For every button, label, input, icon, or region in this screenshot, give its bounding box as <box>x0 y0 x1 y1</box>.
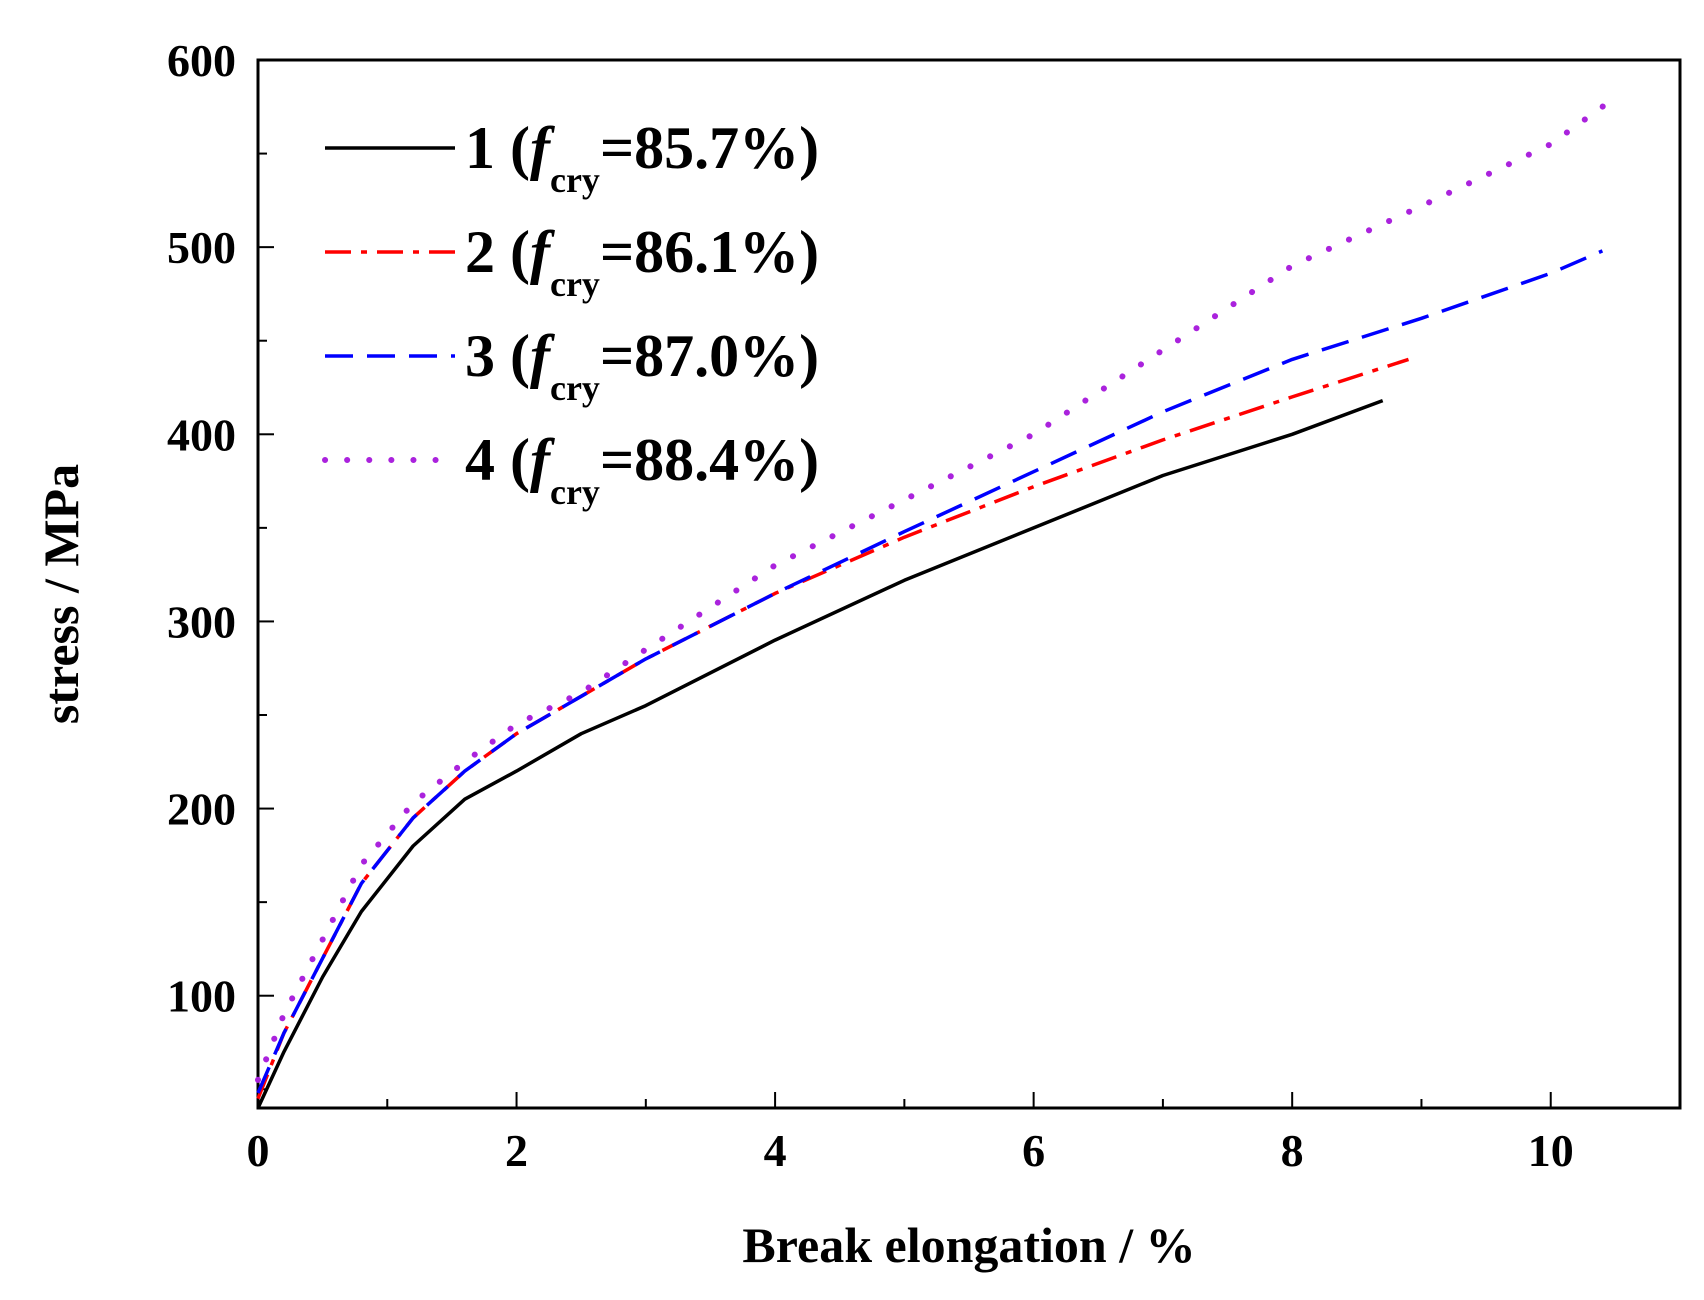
legend-label-subscript: cry <box>550 368 600 408</box>
legend-label-suffix: =87.0%) <box>600 323 819 389</box>
legend-label-prefix: 3 ( <box>465 323 530 389</box>
x-tick-label: 6 <box>1022 1125 1045 1176</box>
x-tick-label: 4 <box>764 1125 787 1176</box>
legend-label-subscript: cry <box>550 264 600 304</box>
legend: 1 (fcry=85.7%) 2 (fcry=86.1%) 3 (fcry=87.0… <box>322 115 819 512</box>
y-tick-label: 400 <box>167 409 236 460</box>
plot-frame <box>256 58 1682 1110</box>
series-group <box>255 94 1619 1109</box>
series-line-1 <box>256 398 1384 1109</box>
y-tick-label: 600 <box>167 35 236 86</box>
legend-label-subscript: cry <box>550 160 600 200</box>
x-tick-label: 2 <box>505 1125 528 1176</box>
legend-label-suffix: =85.7%) <box>600 115 819 181</box>
x-tick-label: 10 <box>1528 1125 1574 1176</box>
legend-label-1: 1 (fcry=85.7%) <box>465 115 819 200</box>
legend-label-prefix: 2 ( <box>465 219 530 285</box>
x-axis-title: Break elongation / % <box>742 1217 1195 1273</box>
axes-group: 0 2 4 6 8 10 100 200 300 400 500 600 <box>167 35 1682 1176</box>
series-line-3 <box>256 249 1604 1094</box>
legend-label-3: 3 (fcry=87.0%) <box>465 323 819 408</box>
legend-label-suffix: =86.1%) <box>600 219 819 285</box>
series-line-2 <box>256 357 1410 1100</box>
x-tick-label: 8 <box>1281 1125 1304 1176</box>
y-tick-label: 500 <box>167 222 236 273</box>
legend-label-subscript: cry <box>550 472 600 512</box>
x-tick-label: 0 <box>247 1125 270 1176</box>
series-line-4 <box>255 94 1619 1083</box>
y-tick-label: 200 <box>167 784 236 835</box>
legend-label-suffix: =88.4%) <box>600 427 819 493</box>
legend-label-4: 4 (fcry=88.4%) <box>465 427 819 512</box>
y-tick-label: 300 <box>167 596 236 647</box>
legend-label-2: 2 (fcry=86.1%) <box>465 219 819 304</box>
y-axis-title: stress / MPa <box>33 464 89 724</box>
legend-label-prefix: 1 ( <box>465 115 530 181</box>
y-tick-label: 100 <box>167 971 236 1022</box>
legend-label-prefix: 4 ( <box>465 427 530 493</box>
